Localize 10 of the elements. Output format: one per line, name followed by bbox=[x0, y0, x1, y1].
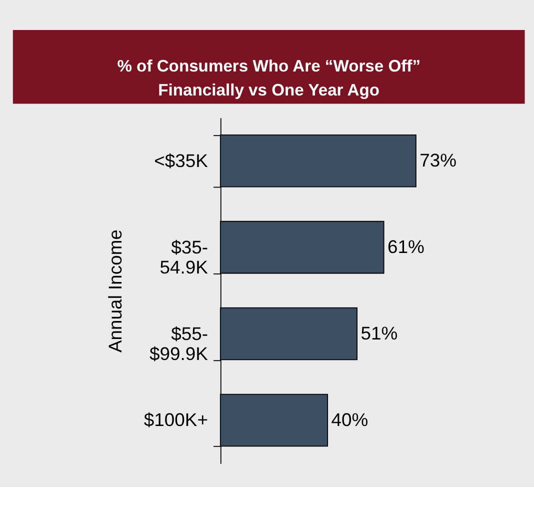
data-label: 61% bbox=[387, 236, 424, 257]
data-label: 51% bbox=[360, 322, 398, 344]
y-tick-label: $35- 54.9K bbox=[160, 236, 209, 278]
y-tick-label: <$35K bbox=[154, 150, 209, 171]
data-label: 40% bbox=[331, 408, 368, 430]
y-tick-label: $55- $99.9K bbox=[150, 322, 209, 364]
y-axis-title: Annual Income bbox=[104, 229, 126, 352]
chart-title: % of Consumers Who Are “Worse Off” Financially vs One Year Ago bbox=[117, 56, 421, 100]
data-label: 73% bbox=[420, 149, 457, 170]
y-tick-label: $100K+ bbox=[144, 409, 208, 430]
